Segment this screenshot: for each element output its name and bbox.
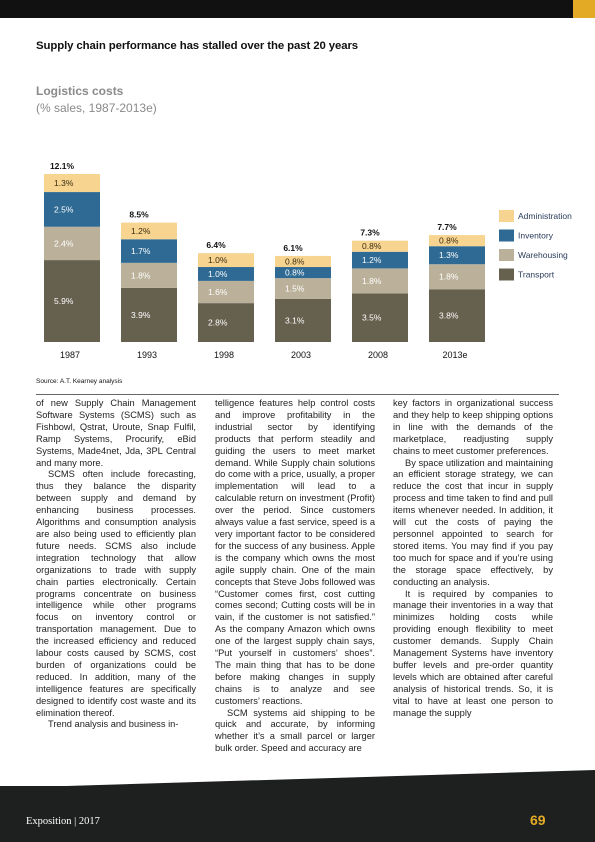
legend-label: Inventory: [518, 231, 554, 241]
x-tick-label: 2013e: [442, 350, 467, 360]
paragraph: SCMS often include forecasting, thus the…: [36, 469, 196, 718]
bar-segment-transport: [352, 293, 408, 342]
segment-value-label: 1.0%: [208, 269, 228, 279]
segment-value-label: 1.2%: [362, 255, 382, 265]
paragraph: SCM systems aid shipping to be quick and…: [215, 707, 375, 754]
bar-segment-warehousing: [429, 264, 485, 290]
bar-segment-administration: [198, 253, 254, 268]
x-tick-label: 2003: [291, 350, 311, 360]
legend-swatch: [499, 229, 514, 242]
bar-segment-administration: [352, 240, 408, 252]
segment-value-label: 1.5%: [285, 284, 305, 294]
segment-value-label: 0.8%: [285, 268, 305, 278]
bar-segment-transport: [429, 289, 485, 342]
legend-swatch: [499, 210, 514, 222]
segment-value-label: 0.8%: [439, 236, 459, 246]
bar-segment-warehousing: [275, 278, 331, 299]
segment-value-label: 5.9%: [54, 296, 74, 306]
bar-segment-warehousing: [352, 268, 408, 294]
x-tick-label: 1987: [60, 350, 80, 360]
segment-value-label: 1.7%: [131, 246, 151, 256]
bar-segment-inventory: [121, 239, 177, 263]
bar-segment-inventory: [275, 267, 331, 279]
headline: Supply chain performance has stalled ove…: [36, 40, 359, 52]
paragraph: It is required by companies to manage th…: [393, 588, 553, 718]
bar-segment-administration: [275, 255, 331, 268]
bar-segment-transport: [275, 298, 331, 342]
x-tick-label: 1998: [214, 350, 234, 360]
top-bar-accent: [573, 0, 595, 18]
bar-segment-inventory: [429, 246, 485, 265]
legend-label: Warehousing: [518, 250, 568, 260]
segment-value-label: 1.3%: [439, 250, 459, 260]
paragraph: telligence features help control costs a…: [215, 398, 375, 706]
bar-segment-inventory: [352, 251, 408, 269]
segment-value-label: 1.8%: [131, 270, 151, 280]
footer-publication: Exposition | 2017: [26, 816, 100, 827]
segment-value-label: 0.8%: [285, 256, 305, 266]
paragraph: Trend analysis and business in-: [48, 719, 179, 730]
segment-value-label: 2.8%: [208, 318, 228, 328]
bar-total-label: 8.5%: [129, 210, 149, 220]
bar-segment-administration: [44, 174, 100, 193]
bar-total-label: 7.3%: [360, 228, 380, 238]
legend-label: Administration: [518, 211, 572, 221]
legend-swatch: [499, 268, 514, 281]
bar-segment-warehousing: [44, 226, 100, 261]
bar-segment-transport: [44, 260, 100, 342]
segment-value-label: 3.1%: [285, 315, 305, 325]
bar-total-label: 12.1%: [50, 161, 75, 171]
segment-value-label: 3.5%: [362, 313, 382, 323]
paragraph: of new Supply Chain Management Software …: [36, 398, 196, 468]
segment-value-label: 2.5%: [54, 204, 74, 214]
segment-value-label: 3.8%: [439, 311, 459, 321]
text-column-3: key factors in organizational success an…: [393, 398, 553, 719]
bar-segment-warehousing: [198, 280, 254, 304]
divider: [36, 394, 559, 395]
bar-segment-warehousing: [121, 262, 177, 288]
segment-value-label: 1.3%: [54, 178, 74, 188]
legend-swatch: [499, 249, 514, 261]
legend-label: Transport: [518, 270, 555, 280]
footer-wedge: [0, 770, 595, 788]
text-column-1: of new Supply Chain Management Software …: [36, 398, 196, 731]
top-bar: [0, 0, 595, 18]
segment-value-label: 1.8%: [362, 276, 382, 286]
x-tick-label: 1993: [137, 350, 157, 360]
bar-segment-transport: [198, 303, 254, 342]
paragraph: key factors in organizational success an…: [393, 398, 553, 456]
page-number: 69: [530, 812, 546, 828]
bar-total-label: 6.1%: [283, 243, 303, 253]
bar-total-label: 7.7%: [437, 222, 457, 232]
logistics-cost-chart: 5.9% 2.4% 2.5% 1.3% 12.1% 1987 3.9% 1.8% 1.7% 1.2…: [44, 161, 572, 360]
bar-segment-administration: [429, 235, 485, 247]
bar-segment-inventory: [198, 267, 254, 281]
bar-segment-administration: [121, 222, 177, 240]
chart-source: Source: A.T. Kearney analysis: [36, 378, 123, 385]
chart-title: Logistics costs: [36, 84, 124, 98]
chart-subtitle: (% sales, 1987-2013e): [36, 101, 157, 115]
bar-total-label: 6.4%: [206, 240, 226, 250]
footer-band: [0, 786, 595, 842]
bar-segment-transport: [121, 287, 177, 342]
bar-segment-inventory: [44, 192, 100, 227]
segment-value-label: 1.6%: [208, 287, 228, 297]
text-column-2: telligence features help control costs a…: [215, 398, 375, 755]
segment-value-label: 1.2%: [131, 226, 151, 236]
paragraph: By space utilization and maintaining an …: [393, 457, 553, 587]
segment-value-label: 0.8%: [362, 241, 382, 251]
segment-value-label: 2.4%: [54, 238, 74, 248]
segment-value-label: 1.0%: [208, 255, 228, 265]
x-tick-label: 2008: [368, 350, 388, 360]
segment-value-label: 1.8%: [439, 272, 459, 282]
segment-value-label: 3.9%: [131, 310, 151, 320]
